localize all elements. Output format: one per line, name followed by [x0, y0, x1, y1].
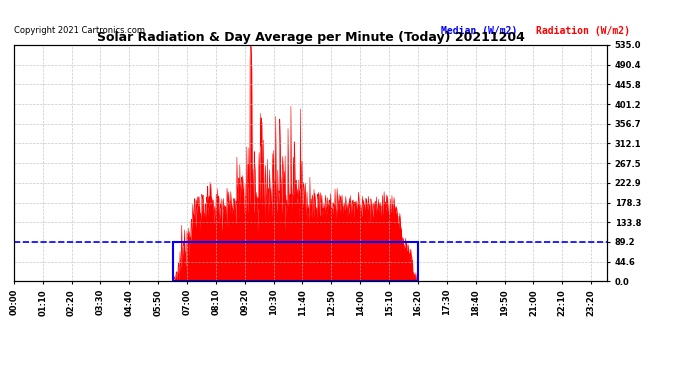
Text: Copyright 2021 Cartronics.com: Copyright 2021 Cartronics.com: [14, 26, 145, 35]
Text: Median (W/m2): Median (W/m2): [441, 26, 518, 36]
Text: Radiation (W/m2): Radiation (W/m2): [536, 26, 630, 36]
Title: Solar Radiation & Day Average per Minute (Today) 20211204: Solar Radiation & Day Average per Minute…: [97, 31, 524, 44]
Bar: [172, 242, 418, 281]
